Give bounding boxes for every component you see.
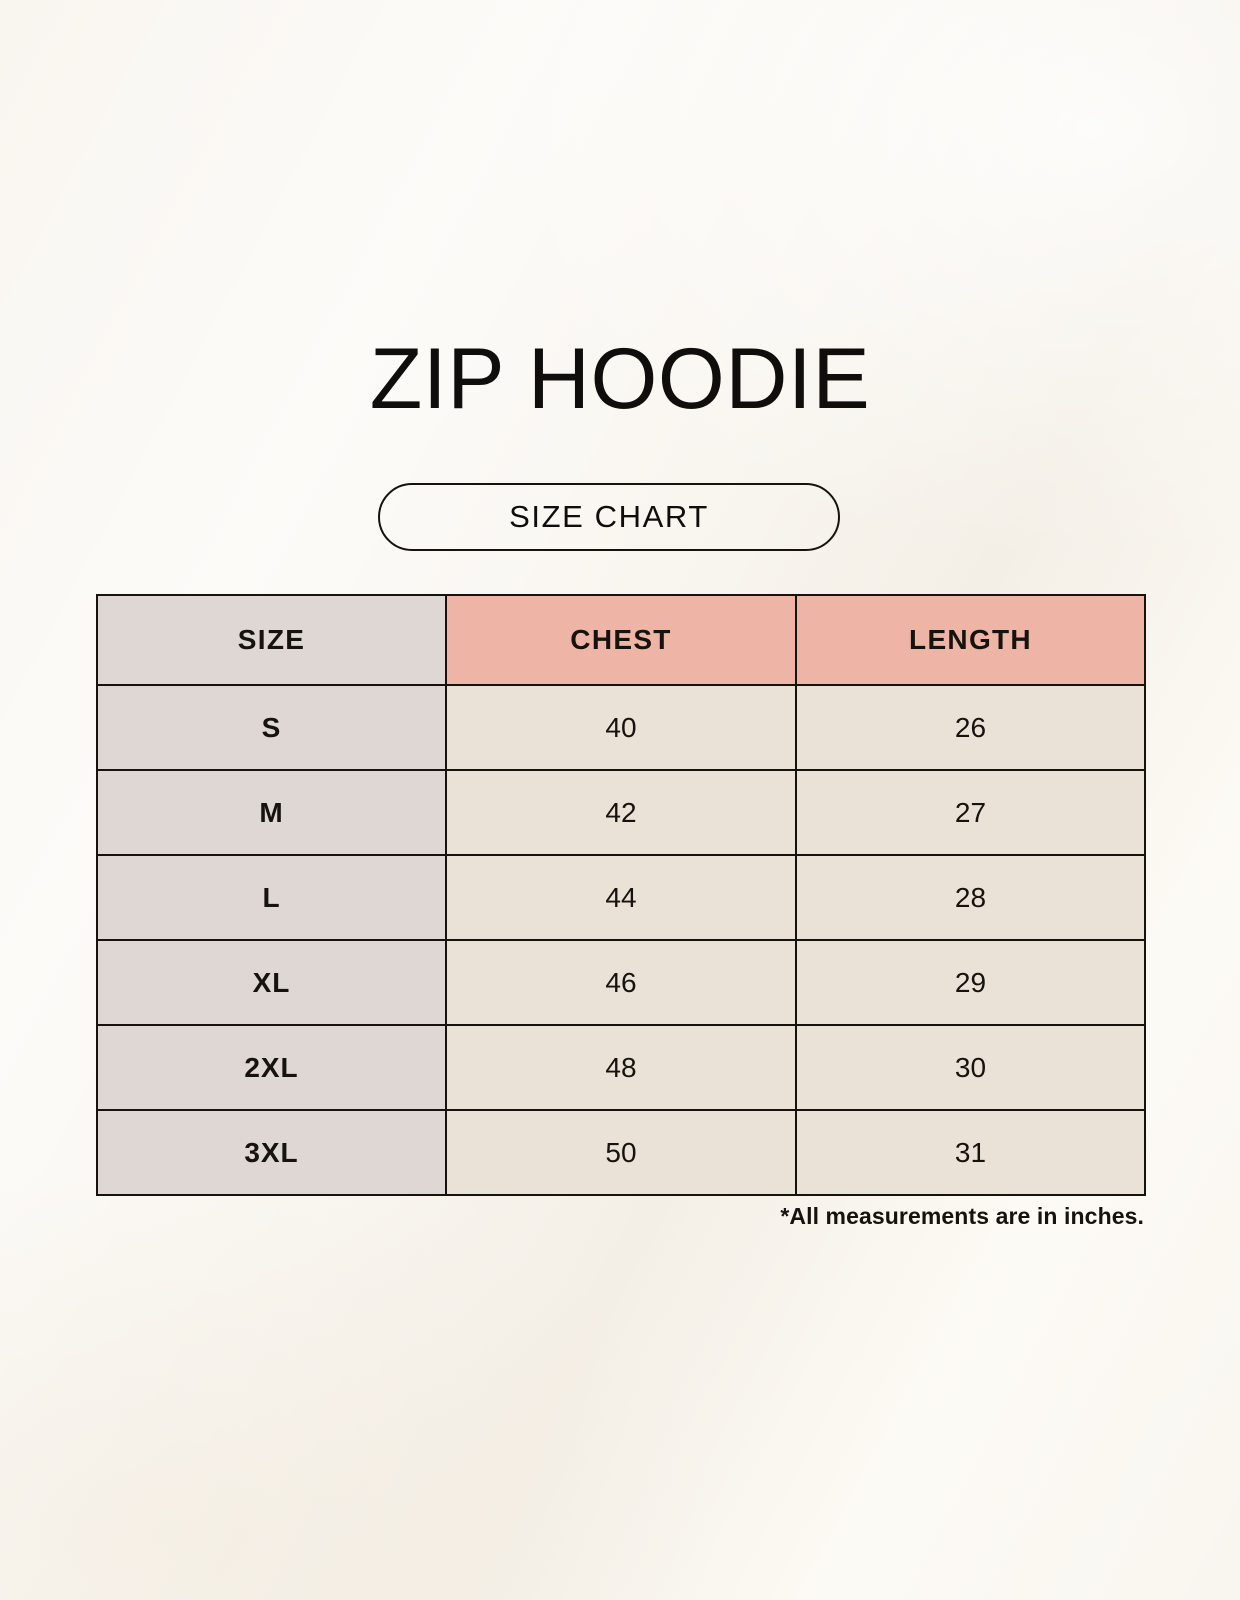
cell-length: 26 — [795, 684, 1146, 771]
cell-chest: 40 — [445, 684, 797, 771]
size-table-head: SIZE CHEST LENGTH — [96, 594, 1146, 686]
cell-size: M — [96, 769, 447, 856]
table-row: L 44 28 — [96, 854, 1146, 941]
cell-chest: 46 — [445, 939, 797, 1026]
cell-size: 2XL — [96, 1024, 447, 1111]
cell-size: 3XL — [96, 1109, 447, 1196]
cell-chest: 48 — [445, 1024, 797, 1111]
column-header-size: SIZE — [96, 594, 447, 686]
size-chart-badge-label: SIZE CHART — [509, 499, 709, 534]
cell-chest: 44 — [445, 854, 797, 941]
size-chart-badge: SIZE CHART — [378, 483, 840, 551]
column-header-length: LENGTH — [795, 594, 1146, 686]
cell-size: S — [96, 684, 447, 771]
table-row: 2XL 48 30 — [96, 1024, 1146, 1111]
size-table: SIZE CHEST LENGTH S 40 26 M 42 27 L — [96, 594, 1146, 1196]
cell-length: 31 — [795, 1109, 1146, 1196]
cell-chest: 42 — [445, 769, 797, 856]
measurements-footnote: *All measurements are in inches. — [780, 1203, 1144, 1229]
table-row: XL 46 29 — [96, 939, 1146, 1026]
size-table-body: S 40 26 M 42 27 L 44 28 XL 46 29 — [96, 684, 1146, 1196]
column-header-chest: CHEST — [445, 594, 797, 686]
cell-size: L — [96, 854, 447, 941]
table-header-row: SIZE CHEST LENGTH — [96, 594, 1146, 686]
cell-size: XL — [96, 939, 447, 1026]
size-table-container: SIZE CHEST LENGTH S 40 26 M 42 27 L — [96, 594, 1146, 1196]
cell-length: 30 — [795, 1024, 1146, 1111]
page-title: ZIP HOODIE — [369, 331, 871, 427]
table-row: S 40 26 — [96, 684, 1146, 771]
table-row: M 42 27 — [96, 769, 1146, 856]
cell-length: 28 — [795, 854, 1146, 941]
cell-length: 27 — [795, 769, 1146, 856]
cell-length: 29 — [795, 939, 1146, 1026]
table-row: 3XL 50 31 — [96, 1109, 1146, 1196]
cell-chest: 50 — [445, 1109, 797, 1196]
